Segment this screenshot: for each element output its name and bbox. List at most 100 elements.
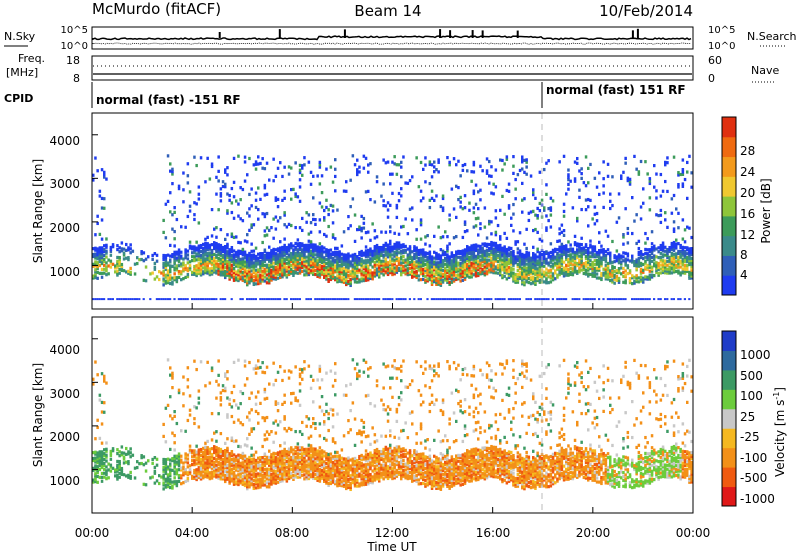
velocity-cell: [195, 456, 198, 460]
power-cell: [351, 271, 355, 275]
velocity-cell: [177, 388, 181, 392]
power-cell: [565, 267, 568, 271]
power-cell: [296, 250, 300, 254]
power-cell: [668, 259, 671, 263]
power-cell: [602, 255, 605, 260]
power-cell: [422, 277, 425, 281]
power-cell: [252, 255, 256, 259]
velocity-cell: [184, 460, 187, 464]
power-cell: [452, 236, 456, 240]
power-cell: [664, 259, 667, 263]
power-cell: [318, 163, 322, 167]
power-cell: [259, 252, 262, 256]
power-cell: [661, 245, 665, 249]
cpid-mode-1: normal (fast) -151 RF: [96, 93, 241, 107]
power-cell: [402, 251, 405, 255]
power-cell: [554, 247, 557, 251]
velocity-cell: [230, 461, 234, 465]
power-cell: [534, 227, 537, 232]
power-cell: [230, 269, 234, 273]
power-cell: [221, 184, 225, 189]
power-cell: [521, 262, 524, 266]
power-cell: [430, 267, 434, 271]
power-cell: [598, 260, 601, 264]
power-cell: [318, 201, 322, 205]
power-cell: [153, 267, 157, 271]
power-cell: [485, 248, 489, 252]
power-cell: [413, 249, 416, 253]
power-panel: 1000 2000 3000 4000 Slant Range [km] 4 8…: [31, 112, 773, 310]
power-cell: [290, 271, 293, 275]
power-cell: [204, 249, 207, 253]
power-cell: [686, 269, 689, 273]
velocity-cell: [133, 476, 137, 480]
power-cell: [554, 269, 557, 273]
power-cell: [116, 244, 119, 248]
power-cell: [268, 277, 271, 281]
power-cell: [587, 268, 590, 272]
power-cell: [452, 267, 456, 271]
power-cell: [323, 267, 326, 272]
power-cell: [232, 272, 236, 277]
power-cell: [204, 237, 207, 241]
power-cell: [290, 263, 293, 267]
power-cell: [133, 262, 137, 266]
velocity-cell: [122, 473, 126, 477]
power-cell: [382, 253, 385, 257]
power-cell: [294, 271, 297, 275]
power-cell: [164, 261, 168, 266]
power-cell: [118, 250, 121, 254]
power-cell: [173, 256, 176, 260]
power-cell: [389, 267, 392, 271]
power-cell: [514, 272, 517, 277]
power-cell: [103, 263, 106, 267]
velocity-cell: [232, 465, 236, 469]
power-cell: [400, 251, 403, 255]
power-cell: [408, 270, 412, 274]
power-cell: [237, 255, 240, 259]
power-cell: [521, 252, 524, 257]
velocity-cell: [169, 482, 172, 486]
power-cell: [675, 260, 678, 264]
power-cell: [661, 243, 665, 247]
power-cell: [195, 271, 198, 276]
power-cell: [191, 247, 194, 251]
power-cell: [239, 267, 242, 271]
power-cell: [263, 271, 267, 275]
power-cell: [281, 198, 284, 202]
velocity-cell: [188, 444, 192, 448]
velocity-cell: [103, 374, 106, 378]
velocity-cell: [197, 448, 201, 452]
velocity-cell: [116, 465, 119, 469]
power-cell: [246, 275, 249, 279]
velocity-cell: [125, 452, 128, 456]
power-cell: [582, 250, 586, 254]
power-cell: [171, 182, 174, 186]
power-cell: [180, 225, 183, 229]
power-cell: [274, 269, 278, 273]
power-cell: [219, 192, 223, 196]
power-cell: [360, 259, 363, 263]
power-cell: [545, 261, 548, 265]
power-cell: [356, 258, 359, 263]
power-cell: [375, 255, 379, 259]
velocity-cell: [100, 471, 104, 476]
power-cell: [408, 254, 412, 259]
velocity-cell: [129, 470, 132, 475]
power-cell: [479, 188, 482, 192]
power-cell: [276, 219, 280, 223]
velocity-cell: [219, 469, 223, 473]
power-cell: [591, 274, 594, 278]
power-cell: [298, 298, 301, 301]
power-cell: [512, 263, 515, 267]
power-cell: [323, 298, 326, 301]
power-cell: [428, 268, 432, 272]
power-cell: [419, 218, 423, 222]
power-cell: [408, 262, 412, 267]
power-cell: [648, 248, 652, 252]
power-cell: [389, 182, 392, 186]
power-cell: [100, 206, 104, 210]
velocity-cell: [224, 466, 227, 470]
power-cell: [327, 258, 330, 262]
power-cell: [576, 252, 579, 256]
